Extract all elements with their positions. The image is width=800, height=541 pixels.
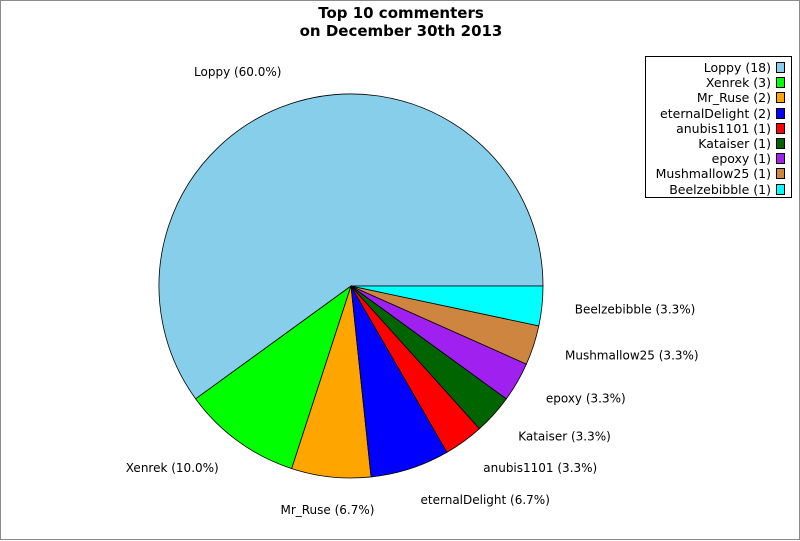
slice-label-eternaldelight: eternalDelight (6.7%) [421,493,550,507]
legend-label: Kataiser (1) [698,136,771,152]
legend-item-mr_ruse: Mr_Ruse (2) [650,90,785,105]
legend-item-mushmallow25: Mushmallow25 (1) [650,166,785,181]
legend-label: Loppy (18) [703,60,771,76]
legend-item-beelzebibble: Beelzebibble (1) [650,182,785,197]
slice-label-mr_ruse: Mr_Ruse (6.7%) [280,503,374,517]
legend-label: Mushmallow25 (1) [655,166,771,182]
legend-item-anubis1101: anubis1101 (1) [650,121,785,136]
slice-label-beelzebibble: Beelzebibble (3.3%) [575,303,696,317]
legend-swatch [776,92,785,104]
pie-slice-loppy [158,93,544,400]
legend-label: eternalDelight (2) [660,105,771,121]
legend-swatch [776,107,785,119]
chart-title-line-1: Top 10 commenters [318,4,484,22]
legend-label: epoxy (1) [711,151,771,167]
slice-label-anubis1101: anubis1101 (3.3%) [483,461,597,475]
legend-item-eternaldelight: eternalDelight (2) [650,106,785,121]
legend-swatch [776,62,785,74]
slice-label-kataiser: Kataiser (3.3%) [518,430,611,444]
chart-title: Top 10 commenters on December 30th 2013 [1,4,800,40]
legend-item-xenrek: Xenrek (3) [650,75,785,90]
legend-item-epoxy: epoxy (1) [650,151,785,166]
legend-label: anubis1101 (1) [676,120,771,136]
legend-label: Mr_Ruse (2) [696,90,771,106]
slice-label-epoxy: epoxy (3.3%) [546,392,626,406]
legend-label: Xenrek (3) [705,75,771,91]
pie-slice-beelzebibble [350,285,544,327]
slice-label-xenrek: Xenrek (10.0%) [126,461,219,475]
legend-swatch [776,153,785,165]
slice-label-mushmallow25: Mushmallow25 (3.3%) [565,349,699,363]
legend-swatch [776,138,785,150]
slice-label-loppy: Loppy (60.0%) [194,65,281,79]
legend-swatch [776,77,785,89]
legend-label: Beelzebibble (1) [669,181,771,197]
chart-title-line-2: on December 30th 2013 [299,22,503,40]
chart-legend: Loppy (18) Xenrek (3) Mr_Ruse (2) eternalDe… [645,56,792,198]
legend-swatch [776,183,785,195]
legend-item-loppy: Loppy (18) [650,60,785,75]
legend-swatch [776,168,785,180]
legend-swatch [776,122,785,134]
pie-slice-xenrek [195,284,352,470]
legend-item-kataiser: Kataiser (1) [650,136,785,151]
